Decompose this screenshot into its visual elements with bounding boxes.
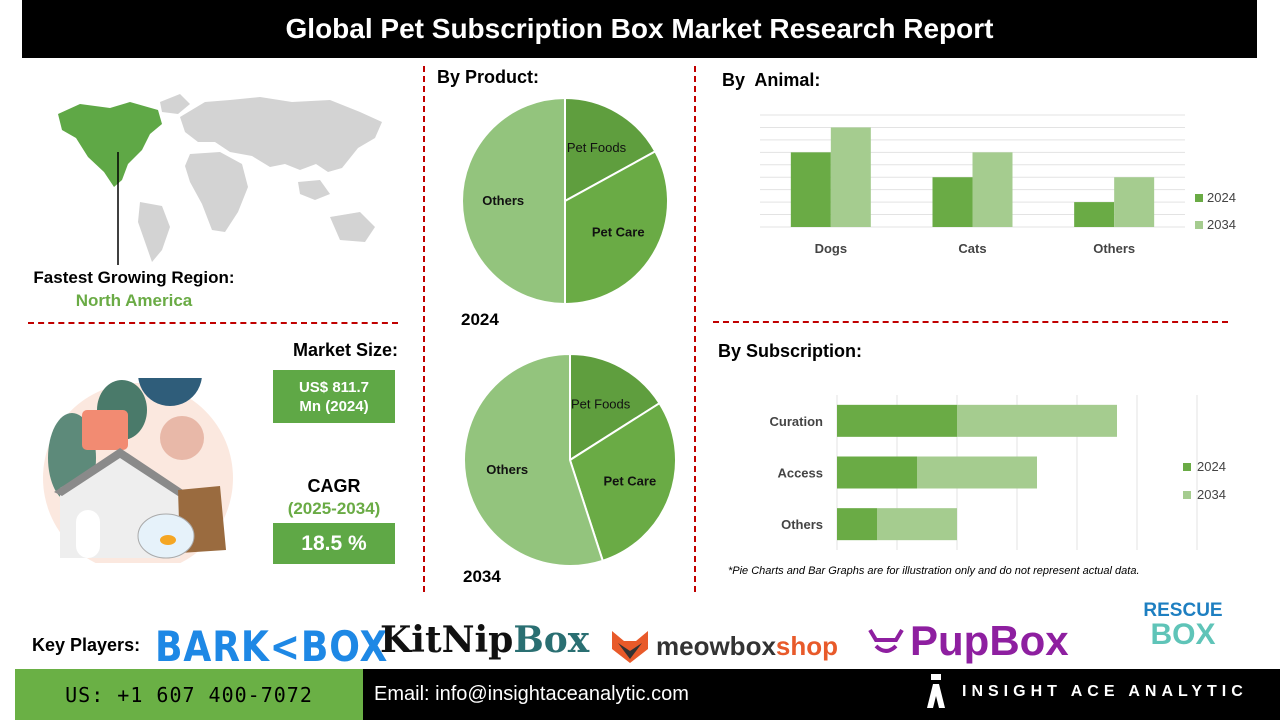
bar-others-2034 [1114, 177, 1155, 227]
year-2034-label: 2034 [463, 567, 501, 586]
kitnipbox-logo-right: Box [513, 619, 590, 661]
x-tick-label: Dogs [815, 241, 848, 256]
pupbox-text: PupBox [910, 617, 1069, 664]
pie-chart-2024: Pet Foods Pet Care Others [461, 96, 669, 306]
market-size-value: US$ 811.7 Mn (2024) [273, 370, 395, 423]
bar-curation-2034 [957, 404, 1117, 437]
kitnipbox-logo-left: KitNip [380, 619, 514, 661]
pie-label-pet-care: Pet Care [592, 224, 645, 239]
bar-cats-2024 [932, 177, 973, 227]
rescuebox-logo: RESCUE BOX [1140, 600, 1226, 651]
cagr-label: CAGR [307, 476, 361, 496]
y-tick-label: Curation [770, 414, 824, 429]
footer-bar [363, 669, 1280, 720]
divider-right [694, 66, 696, 592]
barkbox-logo-left: BARK [155, 622, 270, 671]
rescuebox-bottom: BOX [1150, 618, 1216, 651]
bar-access-2034 [917, 456, 1037, 489]
dog-face-icon [868, 628, 904, 653]
footer-brand: INSIGHT ACE ANALYTIC [962, 683, 1248, 700]
legend-label-2034: 2034 [1207, 217, 1236, 232]
legend-label-2024: 2024 [1197, 459, 1226, 474]
meowboxshop-logo: meowboxshop [610, 627, 838, 665]
x-tick-label: Cats [958, 241, 986, 256]
market-size-line2: Mn (2024) [299, 397, 369, 415]
pie-label-pet-care: Pet Care [603, 474, 656, 489]
bar-dogs-2034 [830, 127, 871, 227]
bar-dogs-2024 [790, 152, 831, 227]
pie-slice-pet-foods [564, 96, 657, 203]
region-label: Fastest Growing Region: [33, 268, 235, 287]
pie-slice-pet-foods [569, 352, 661, 462]
pupbox-logo: PupBox [866, 617, 1069, 665]
disclaimer-note: *Pie Charts and Bar Graphs are for illus… [728, 565, 1140, 577]
pie-slice-pet-care [568, 401, 677, 563]
rescuebox-top: RESCUE [1143, 600, 1223, 621]
barkbox-dash: < [269, 622, 301, 671]
divider-animal [713, 321, 1228, 323]
cat-face-icon [612, 631, 648, 663]
market-size-label: Market Size: [292, 340, 398, 360]
legend-swatch-2034 [1183, 491, 1191, 499]
legend-label-2024: 2024 [1207, 190, 1236, 205]
pie-label-others: Others [486, 462, 528, 477]
y-tick-label: Access [777, 466, 823, 481]
market-size-line1: US$ 811.7 [298, 378, 370, 396]
pet-shop-illustration [43, 378, 233, 563]
bar-others-2024 [837, 508, 877, 541]
insightace-logo-icon [927, 674, 945, 708]
pie-chart-2034: Pet Foods Pet Care Others [463, 352, 677, 567]
meowboxshop-text: meowboxshop [656, 631, 838, 662]
x-tick-label: Others [1093, 241, 1135, 256]
pie-slice-pet-care [564, 150, 669, 306]
year-2024-label: 2024 [461, 310, 499, 329]
pie-label-others: Others [482, 193, 524, 208]
kitnipbox-logo: KitNipBox [380, 619, 589, 661]
pie-slice-others [463, 352, 605, 567]
by-product-heading: By Product: [437, 67, 540, 87]
world-map-image [58, 94, 382, 265]
cagr-period: (2025-2034) [287, 499, 381, 518]
barkbox-logo: BARK<BOX [155, 622, 388, 671]
legend-swatch-2024 [1195, 194, 1203, 202]
legend-swatch-2024 [1183, 463, 1191, 471]
y-tick-label: Others [781, 517, 823, 532]
bar-curation-2024 [837, 404, 957, 437]
subscription-bar-chart: Curation Access Others 2024 2034 [770, 395, 1226, 550]
footer-email: Email: info@insightaceanalytic.com [374, 683, 689, 705]
cagr-value: 18.5 % [273, 523, 395, 564]
meowbox-text: meowbox [656, 630, 776, 661]
divider-region [28, 322, 398, 324]
meowbox-shop-text: shop [775, 630, 839, 661]
barkbox-logo-right: BOX [300, 622, 389, 671]
divider-left [423, 66, 425, 592]
footer-phone: US: +1 607 400-7072 [15, 669, 363, 720]
bar-cats-2034 [972, 152, 1013, 227]
bar-others-2034 [877, 508, 957, 541]
pie-label-pet-foods: Pet Foods [567, 140, 627, 155]
page-title: Global Pet Subscription Box Market Resea… [22, 0, 1257, 58]
by-animal-heading: By Animal: [722, 70, 821, 90]
bar-others-2024 [1074, 202, 1115, 227]
pie-slice-others [461, 96, 566, 306]
region-value: North America [75, 291, 193, 310]
bar-access-2024 [837, 456, 917, 489]
pie-label-pet-foods: Pet Foods [571, 396, 631, 411]
key-players-label: Key Players: [32, 635, 141, 655]
legend-swatch-2034 [1195, 221, 1203, 229]
legend-label-2034: 2034 [1197, 487, 1226, 502]
by-subscription-heading: By Subscription: [718, 341, 863, 361]
animal-bar-chart: Dogs Cats Others 2024 2034 [760, 114, 1236, 256]
